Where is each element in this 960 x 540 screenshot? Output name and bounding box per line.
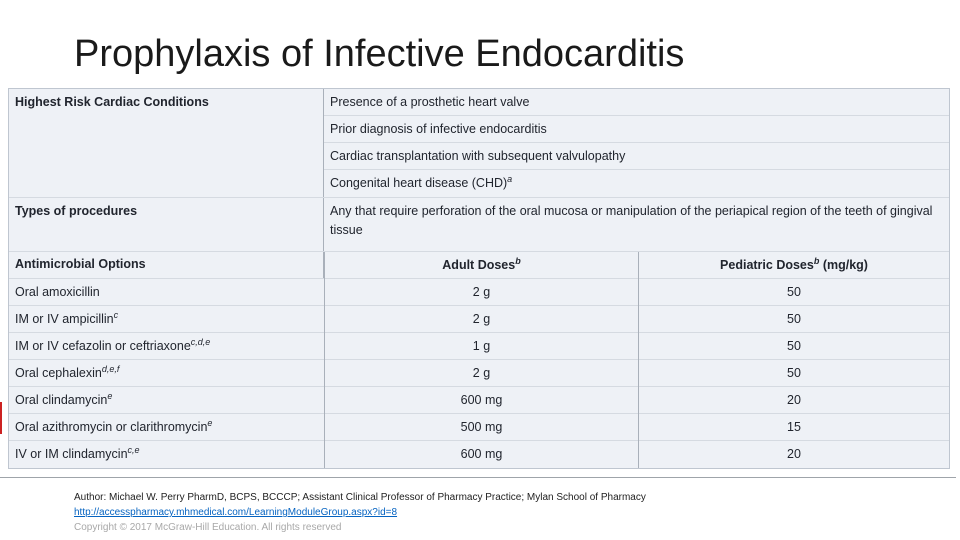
drug-name-cell: Oral amoxicillin bbox=[9, 279, 324, 305]
pediatric-dose-cell: 50 bbox=[638, 333, 949, 360]
left-edge-accent bbox=[0, 402, 2, 434]
drug-name: IV or IM clindamycin bbox=[15, 447, 128, 461]
pediatric-dose-cell: 50 bbox=[638, 360, 949, 387]
procedures-row: Types of procedures Any that require per… bbox=[9, 198, 949, 252]
drug-row: Oral amoxicillin 2 g 50 bbox=[9, 279, 949, 306]
drug-row: Oral azithromycin or clarithromycine 500… bbox=[9, 414, 949, 441]
drug-footnote: e bbox=[207, 417, 213, 428]
drug-row: IM or IV ampicillinc 2 g 50 bbox=[9, 306, 949, 333]
procedures-label: Types of procedures bbox=[9, 198, 324, 251]
drug-name: IM or IV cefazolin or ceftriaxone bbox=[15, 339, 191, 353]
condition-text: Presence of a prosthetic heart valve bbox=[330, 95, 530, 109]
pediatric-dose-cell: 50 bbox=[638, 279, 949, 306]
copyright-line: Copyright © 2017 McGraw-Hill Education. … bbox=[74, 522, 342, 533]
condition-item: Cardiac transplantation with subsequent … bbox=[324, 143, 949, 170]
pediatric-dose-cell: 20 bbox=[638, 441, 949, 468]
adult-dose-cell: 600 mg bbox=[324, 441, 638, 468]
header-text: Adult Doses bbox=[442, 258, 516, 272]
condition-text: Prior diagnosis of infective endocarditi… bbox=[330, 122, 547, 136]
pediatric-dose-cell: 15 bbox=[638, 414, 949, 441]
header-footnote: b bbox=[515, 255, 521, 266]
drug-name: Oral amoxicillin bbox=[15, 285, 100, 299]
drug-footnote: c,d,e bbox=[190, 336, 211, 347]
conditions-items: Presence of a prosthetic heart valve Pri… bbox=[324, 89, 949, 197]
drug-name: Oral cephalexin bbox=[15, 366, 102, 380]
conditions-section: Highest Risk Cardiac Conditions Presence… bbox=[9, 89, 949, 197]
adult-dose-cell: 2 g bbox=[324, 306, 638, 333]
condition-item: Congenital heart disease (CHD)a bbox=[324, 170, 949, 197]
table-header-row: Antimicrobial Options Adult Dosesb Pedia… bbox=[9, 252, 949, 279]
adult-dose-cell: 2 g bbox=[324, 360, 638, 387]
drug-name-cell: IM or IV cefazolin or ceftriaxonec,d,e bbox=[9, 333, 324, 359]
condition-item: Presence of a prosthetic heart valve bbox=[324, 89, 949, 116]
prophylaxis-table: Highest Risk Cardiac Conditions Presence… bbox=[8, 88, 950, 469]
drug-footnote: c,e bbox=[127, 444, 140, 455]
drug-row: Oral cephalexind,e,f 2 g 50 bbox=[9, 360, 949, 387]
pediatric-doses-header: Pediatric Dosesb (mg/kg) bbox=[638, 252, 949, 279]
condition-footnote: a bbox=[507, 173, 513, 184]
drug-footnote: d,e,f bbox=[101, 363, 120, 374]
antimicrobial-options-label: Antimicrobial Options bbox=[9, 252, 324, 278]
header-footnote: b bbox=[813, 255, 820, 266]
source-link[interactable]: http://accesspharmacy.mhmedical.com/Lear… bbox=[74, 507, 398, 518]
adult-dose-cell: 1 g bbox=[324, 333, 638, 360]
drug-name: Oral clindamycin bbox=[15, 393, 108, 407]
adult-doses-header: Adult Dosesb bbox=[324, 252, 638, 279]
drug-footnote: e bbox=[107, 390, 113, 401]
header-rest: (mg/kg) bbox=[819, 258, 868, 272]
drug-name-cell: IV or IM clindamycinc,e bbox=[9, 441, 324, 468]
drug-name-cell: Oral cephalexind,e,f bbox=[9, 360, 324, 386]
adult-dose-cell: 2 g bbox=[324, 279, 638, 306]
drug-name: Oral azithromycin or clarithromycin bbox=[15, 420, 208, 434]
drug-row: IV or IM clindamycinc,e 600 mg 20 bbox=[9, 441, 949, 468]
conditions-label: Highest Risk Cardiac Conditions bbox=[9, 89, 324, 197]
header-text: Pediatric Doses bbox=[720, 258, 814, 272]
drug-footnote: c bbox=[113, 309, 119, 320]
pediatric-dose-cell: 50 bbox=[638, 306, 949, 333]
footer: Author: Michael W. Perry PharmD, BCPS, B… bbox=[74, 490, 646, 535]
drug-row: IM or IV cefazolin or ceftriaxonec,d,e 1… bbox=[9, 333, 949, 360]
author-line: Author: Michael W. Perry PharmD, BCPS, B… bbox=[74, 492, 646, 503]
footer-divider bbox=[0, 477, 956, 478]
condition-item: Prior diagnosis of infective endocarditi… bbox=[324, 116, 949, 143]
drug-name-cell: Oral clindamycine bbox=[9, 387, 324, 413]
condition-text: Cardiac transplantation with subsequent … bbox=[330, 149, 626, 163]
drug-name: IM or IV ampicillin bbox=[15, 312, 114, 326]
adult-dose-cell: 500 mg bbox=[324, 414, 638, 441]
condition-text: Congenital heart disease (CHD) bbox=[330, 176, 508, 190]
pediatric-dose-cell: 20 bbox=[638, 387, 949, 414]
procedures-text: Any that require perforation of the oral… bbox=[330, 204, 933, 237]
drug-row: Oral clindamycine 600 mg 20 bbox=[9, 387, 949, 414]
drug-name-cell: Oral azithromycin or clarithromycine bbox=[9, 414, 324, 440]
adult-dose-cell: 600 mg bbox=[324, 387, 638, 414]
drug-name-cell: IM or IV ampicillinc bbox=[9, 306, 324, 332]
slide-title: Prophylaxis of Infective Endocarditis bbox=[74, 33, 685, 75]
